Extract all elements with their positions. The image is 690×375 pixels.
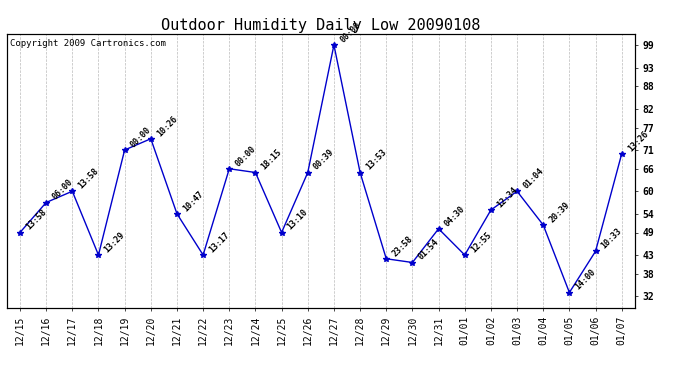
Text: 13:53: 13:53 [364,148,388,172]
Text: 14:00: 14:00 [573,268,598,292]
Text: 01:54: 01:54 [417,238,441,262]
Text: 13:58: 13:58 [77,166,101,190]
Text: Copyright 2009 Cartronics.com: Copyright 2009 Cartronics.com [10,39,166,48]
Text: 00:00: 00:00 [129,125,153,149]
Text: 06:00: 06:00 [50,178,75,202]
Text: 04:30: 04:30 [443,204,467,228]
Text: 13:29: 13:29 [103,230,127,254]
Text: 00:39: 00:39 [312,148,336,172]
Text: 13:10: 13:10 [286,208,310,232]
Text: 00:00: 00:00 [338,20,362,44]
Text: 18:15: 18:15 [259,148,284,172]
Text: 01:04: 01:04 [521,166,545,190]
Text: 23:58: 23:58 [391,234,415,258]
Title: Outdoor Humidity Daily Low 20090108: Outdoor Humidity Daily Low 20090108 [161,18,480,33]
Text: 20:39: 20:39 [547,200,571,224]
Text: 12:34: 12:34 [495,185,519,209]
Text: 00:00: 00:00 [233,144,257,168]
Text: 13:58: 13:58 [24,208,48,232]
Text: 10:26: 10:26 [155,114,179,138]
Text: 10:47: 10:47 [181,189,205,213]
Text: 10:33: 10:33 [600,226,624,251]
Text: 12:55: 12:55 [469,230,493,254]
Text: 13:26: 13:26 [626,129,650,153]
Text: 13:17: 13:17 [207,230,231,254]
